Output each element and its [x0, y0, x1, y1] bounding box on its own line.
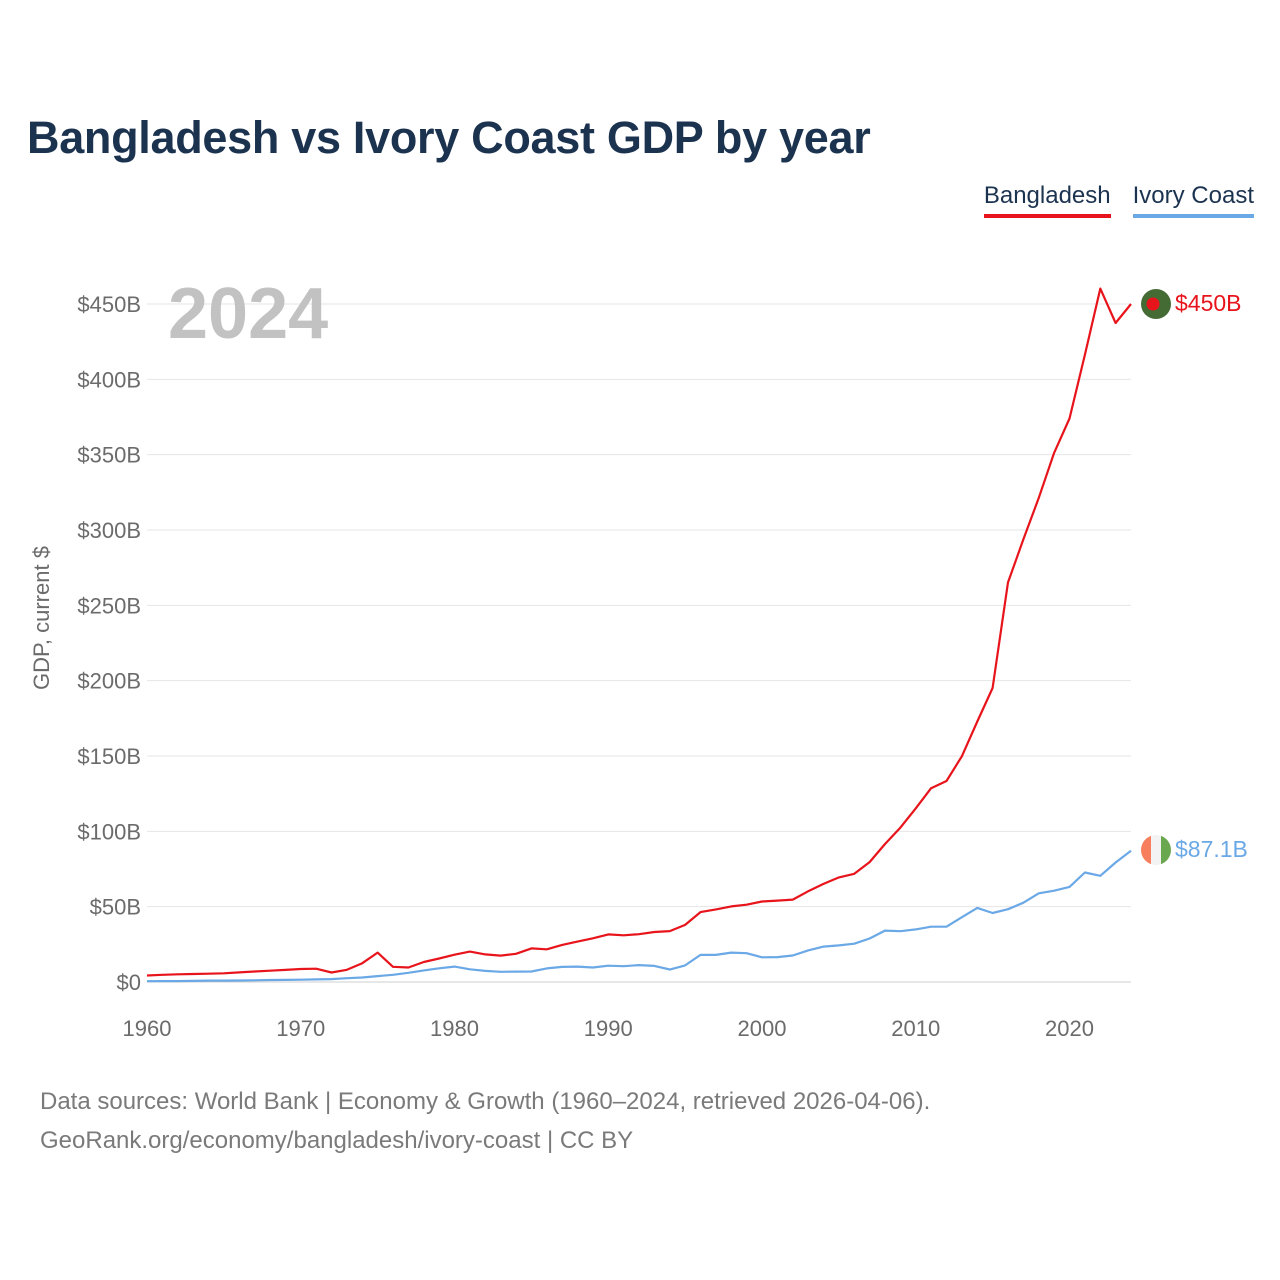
series-line-bangladesh[interactable]: [146, 287, 1132, 977]
source-note: Data sources: World Bank | Economy & Gro…: [40, 1082, 930, 1160]
y-tick-label: $200B: [77, 669, 141, 694]
y-tick-label: $150B: [77, 744, 141, 769]
gridlines: [147, 303, 1131, 983]
x-tick-label: 1990: [584, 1016, 633, 1041]
y-tick-label: $100B: [77, 819, 141, 844]
x-tick-label: 1960: [123, 1016, 172, 1041]
series-lines: [146, 287, 1132, 983]
y-tick-label: $300B: [77, 518, 141, 543]
bangladesh-flag-icon: [1141, 289, 1171, 319]
x-tick-label: 2000: [738, 1016, 787, 1041]
source-line-1: Data sources: World Bank | Economy & Gro…: [40, 1088, 931, 1115]
y-tick-label: $0: [117, 970, 141, 995]
x-tick-label: 2020: [1045, 1016, 1094, 1041]
x-tick-label: 1980: [430, 1016, 479, 1041]
x-axis-ticks: 1960 1970 1980 1990 2000 2010 2020: [123, 1016, 1094, 1041]
y-tick-label: $250B: [77, 593, 141, 618]
y-tick-label: $350B: [77, 443, 141, 468]
chart-title: Bangladesh vs Ivory Coast GDP by year: [27, 112, 871, 163]
legend-item-bangladesh[interactable]: Bangladesh: [983, 182, 1111, 218]
legend-item-ivory-coast[interactable]: Ivory Coast: [1132, 182, 1254, 218]
y-tick-label: $50B: [90, 895, 141, 920]
y-tick-label: $450B: [77, 292, 141, 317]
x-tick-label: 2010: [891, 1016, 940, 1041]
source-line-2[interactable]: GeoRank.org/economy/bangladesh/ivory-coa…: [40, 1127, 634, 1154]
ivory-coast-flag-icon: [1141, 835, 1171, 865]
x-tick-label: 1970: [276, 1016, 325, 1041]
ivory-coast-end-label: $87.1B: [1175, 836, 1248, 862]
legend: Bangladesh Ivory Coast: [983, 182, 1254, 218]
y-axis-ticks: $0 $50B $100B $150B $200B $250B $300B $350B $400…: [77, 292, 141, 995]
y-tick-label: $400B: [77, 367, 141, 392]
bangladesh-end-label: $450B: [1175, 290, 1242, 316]
series-line-ivory-coast[interactable]: [146, 849, 1132, 983]
y-axis-label: GDP, current $: [29, 546, 54, 690]
year-label: 2024: [168, 274, 328, 354]
